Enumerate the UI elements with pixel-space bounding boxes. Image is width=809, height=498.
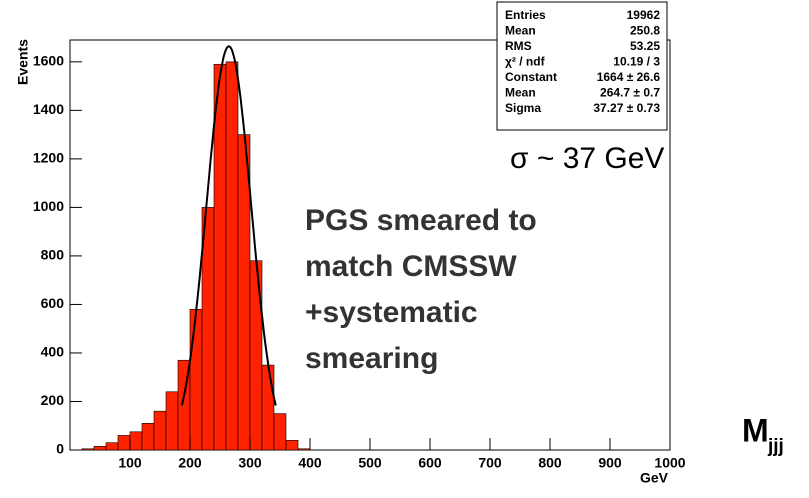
bar xyxy=(189,308,203,451)
bar xyxy=(225,61,239,451)
stat-name: Constant xyxy=(505,70,557,84)
bar xyxy=(141,423,155,451)
x-axis-label: GeV xyxy=(640,470,669,486)
bar xyxy=(297,448,311,451)
x-tick-label: 900 xyxy=(598,455,622,471)
bar xyxy=(129,431,143,451)
smear-note: smearing xyxy=(305,342,438,375)
fit-curve xyxy=(180,45,277,406)
x-tick-label: 300 xyxy=(238,455,262,471)
x-tick-label: 600 xyxy=(418,455,442,471)
x-tick-label: 1000 xyxy=(654,455,685,471)
x-tick-label: 700 xyxy=(478,455,502,471)
stat-value: 53.25 xyxy=(630,39,660,53)
smear-note: PGS smeared to xyxy=(305,204,537,237)
bar xyxy=(81,448,95,451)
bar xyxy=(165,391,179,451)
y-tick-label: 200 xyxy=(41,392,65,408)
stat-value: 19962 xyxy=(627,8,661,22)
bar xyxy=(273,413,287,451)
x-tick-label: 500 xyxy=(358,455,382,471)
x-tick-label: 100 xyxy=(118,455,142,471)
y-tick-label: 0 xyxy=(56,441,64,457)
y-tick-label: 800 xyxy=(41,247,65,263)
stat-name: RMS xyxy=(505,39,532,53)
bar xyxy=(261,364,275,451)
y-tick-label: 1000 xyxy=(33,198,64,214)
stat-value: 1664 ± 26.6 xyxy=(597,70,661,84)
x-tick-label: 200 xyxy=(178,455,202,471)
x-tick-label: 800 xyxy=(538,455,562,471)
bar xyxy=(285,439,299,451)
stat-name: Mean xyxy=(505,24,536,38)
bar xyxy=(249,260,263,451)
stat-value: 264.7 ± 0.7 xyxy=(600,86,660,100)
bar xyxy=(117,435,131,451)
stat-name: Sigma xyxy=(505,101,541,115)
bar xyxy=(213,63,227,451)
y-tick-label: 1200 xyxy=(33,150,64,166)
y-tick-label: 600 xyxy=(41,295,65,311)
stats-box xyxy=(496,1,668,131)
mass-subscript: jjj xyxy=(767,436,784,457)
smear-note: +systematic xyxy=(305,296,478,329)
x-tick-label: 400 xyxy=(298,455,322,471)
stat-name: Mean xyxy=(505,86,536,100)
y-axis-label: Events xyxy=(15,39,31,85)
stat-value: 10.19 / 3 xyxy=(613,55,660,69)
bar xyxy=(105,442,119,451)
stat-value: 250.8 xyxy=(630,24,660,38)
stat-name: χ² / ndf xyxy=(505,55,546,69)
y-tick-label: 400 xyxy=(41,344,65,360)
sigma-note: σ ~ 37 GeV xyxy=(510,142,664,175)
stat-name: Entries xyxy=(505,8,546,22)
y-tick-label: 1400 xyxy=(33,101,64,117)
bar xyxy=(153,410,167,451)
y-tick-label: 1600 xyxy=(33,53,64,69)
mass-label: M xyxy=(742,412,769,448)
bar xyxy=(93,446,107,451)
smear-note: match CMSSW xyxy=(305,250,517,283)
stat-value: 37.27 ± 0.73 xyxy=(593,101,660,115)
